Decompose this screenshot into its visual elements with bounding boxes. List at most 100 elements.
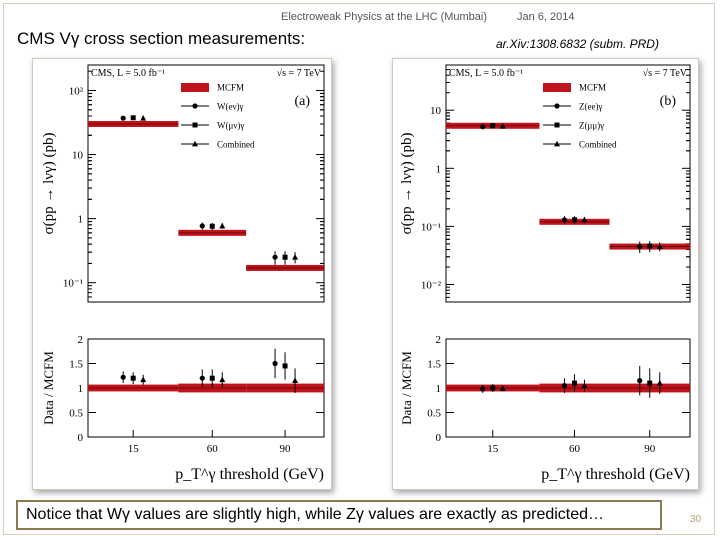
legend-entry: MCFM xyxy=(579,83,606,93)
ratio-point xyxy=(292,377,299,384)
legend-entry: Combined xyxy=(579,140,617,150)
x-tick-label: 15 xyxy=(128,443,140,455)
data-point xyxy=(209,223,215,229)
ratio-point xyxy=(490,385,496,391)
legend-marker xyxy=(192,140,198,147)
y-axis-label: σ(pp → lνγ) (pb) xyxy=(41,133,57,235)
data-point xyxy=(490,123,496,129)
ratio-tick-label: 1.5 xyxy=(427,359,441,371)
legend-marker xyxy=(192,103,198,109)
y-tick-label: 10⁻¹ xyxy=(421,221,441,233)
legend-marker xyxy=(554,103,560,109)
data-point xyxy=(637,243,643,250)
legend-swatch-mcfm xyxy=(543,83,571,92)
y-tick-label: 10 xyxy=(72,150,84,162)
y-tick-label: 10² xyxy=(69,85,84,97)
ratio-point xyxy=(282,363,288,369)
legend-entry: Combined xyxy=(217,140,255,150)
ratio-point xyxy=(219,376,226,383)
ratio-point xyxy=(272,360,278,367)
ratio-point xyxy=(581,382,588,388)
data-point xyxy=(499,123,506,129)
cms-lumi-label: CMS, L = 5.0 fb⁻¹ xyxy=(449,68,523,79)
y-tick-label: 1 xyxy=(436,163,442,175)
y-axis-label: σ(pp → lνγ) (pb) xyxy=(399,133,415,235)
data-point xyxy=(219,222,226,229)
ratio-point xyxy=(130,375,136,381)
data-point xyxy=(292,254,299,260)
chart-panel-a: CMS, L = 5.0 fb⁻¹ √s = 7 TeV (a) 10⁻¹ 1 10 10²… xyxy=(32,58,332,490)
legend-entry: Z(ee)γ xyxy=(579,102,602,112)
slide-title: CMS Vγ cross section measurements: xyxy=(17,29,306,48)
data-point xyxy=(130,115,136,121)
slide-frame xyxy=(3,3,715,535)
ratio-tick-label: 2 xyxy=(78,334,84,346)
ratio-point xyxy=(120,374,126,380)
ratio-point xyxy=(140,376,147,383)
y-tick-label: 10 xyxy=(430,105,442,117)
data-point xyxy=(480,124,486,130)
header-event: Electroweak Physics at the LHC (Mumbai) xyxy=(281,11,488,23)
ratio-tick-label: 1 xyxy=(436,383,442,395)
data-point xyxy=(656,243,663,249)
ratio-point xyxy=(571,380,577,386)
ratio-tick-label: 2 xyxy=(436,334,442,346)
ratio-point xyxy=(637,378,643,384)
ratio-axis-label: Data / MCFM xyxy=(399,351,414,425)
cms-lumi-label: CMS, L = 5.0 fb⁻¹ xyxy=(91,68,165,79)
data-point xyxy=(571,217,577,223)
x-tick-label: 60 xyxy=(207,443,219,455)
chart-z-gamma: CMS, L = 5.0 fb⁻¹ √s = 7 TeV (b) 10⁻² 10⁻¹ 1 1… xyxy=(399,64,691,483)
data-point xyxy=(272,254,278,260)
data-point xyxy=(581,216,588,223)
header-date: Jan 6, 2014 xyxy=(517,11,575,23)
summary-note: Notice that Wγ values are slightly high,… xyxy=(16,500,662,530)
panel-label: (a) xyxy=(294,94,310,109)
x-tick-label: 90 xyxy=(644,443,656,455)
legend-swatch-mcfm xyxy=(181,83,209,92)
data-point xyxy=(282,254,288,260)
page-number: 30 xyxy=(690,514,702,525)
ratio-point xyxy=(656,379,663,386)
energy-label: √s = 7 TeV xyxy=(643,68,688,79)
legend-entry: MCFM xyxy=(217,83,244,93)
top-plot-frame xyxy=(87,64,325,303)
data-point xyxy=(120,115,126,121)
ratio-point xyxy=(199,375,205,381)
chart-panel-b: CMS, L = 5.0 fb⁻¹ √s = 7 TeV (b) 10⁻² 10⁻¹ 1 1… xyxy=(392,58,699,490)
ratio-tick-label: 0.5 xyxy=(427,408,441,420)
ratio-point xyxy=(647,380,653,386)
ratio-axis-label: Data / MCFM xyxy=(41,351,56,425)
ratio-point xyxy=(480,386,486,392)
arxiv-reference: ar.Xiv:1308.6832 (subm. PRD) xyxy=(496,37,659,51)
y-tick-label: 1 xyxy=(78,214,84,226)
ratio-point xyxy=(499,385,506,391)
y-tick-label: 10⁻² xyxy=(421,280,442,292)
y-tick-label: 10⁻¹ xyxy=(63,278,83,290)
ratio-point xyxy=(561,382,568,389)
ratio-tick-label: 0.5 xyxy=(69,408,83,420)
legend-marker xyxy=(192,122,198,128)
panel-label: (b) xyxy=(660,94,677,109)
legend-marker xyxy=(554,140,560,147)
ratio-tick-label: 1.5 xyxy=(69,359,83,371)
top-plot-frame xyxy=(445,64,691,303)
legend-entry: Z(μμ)γ xyxy=(579,121,604,131)
x-axis-label: p_T^γ threshold (GeV) xyxy=(541,466,690,483)
ratio-tick-label: 1 xyxy=(78,383,84,395)
data-point xyxy=(199,223,205,229)
legend-marker xyxy=(554,122,560,128)
x-tick-label: 15 xyxy=(487,443,499,455)
data-point xyxy=(561,217,568,223)
ratio-tick-label: 0 xyxy=(436,432,442,444)
energy-label: √s = 7 TeV xyxy=(277,68,322,79)
x-axis-label: p_T^γ threshold (GeV) xyxy=(175,466,324,483)
data-point xyxy=(647,243,653,249)
data-point xyxy=(140,114,147,121)
legend-entry: W(eν)γ xyxy=(217,102,244,112)
x-tick-label: 60 xyxy=(569,443,581,455)
chart-w-gamma: CMS, L = 5.0 fb⁻¹ √s = 7 TeV(a)10⁻¹11010²… xyxy=(41,64,325,483)
legend-entry: W(μν)γ xyxy=(217,121,244,131)
ratio-tick-label: 0 xyxy=(78,432,84,444)
x-tick-label: 90 xyxy=(280,443,292,455)
